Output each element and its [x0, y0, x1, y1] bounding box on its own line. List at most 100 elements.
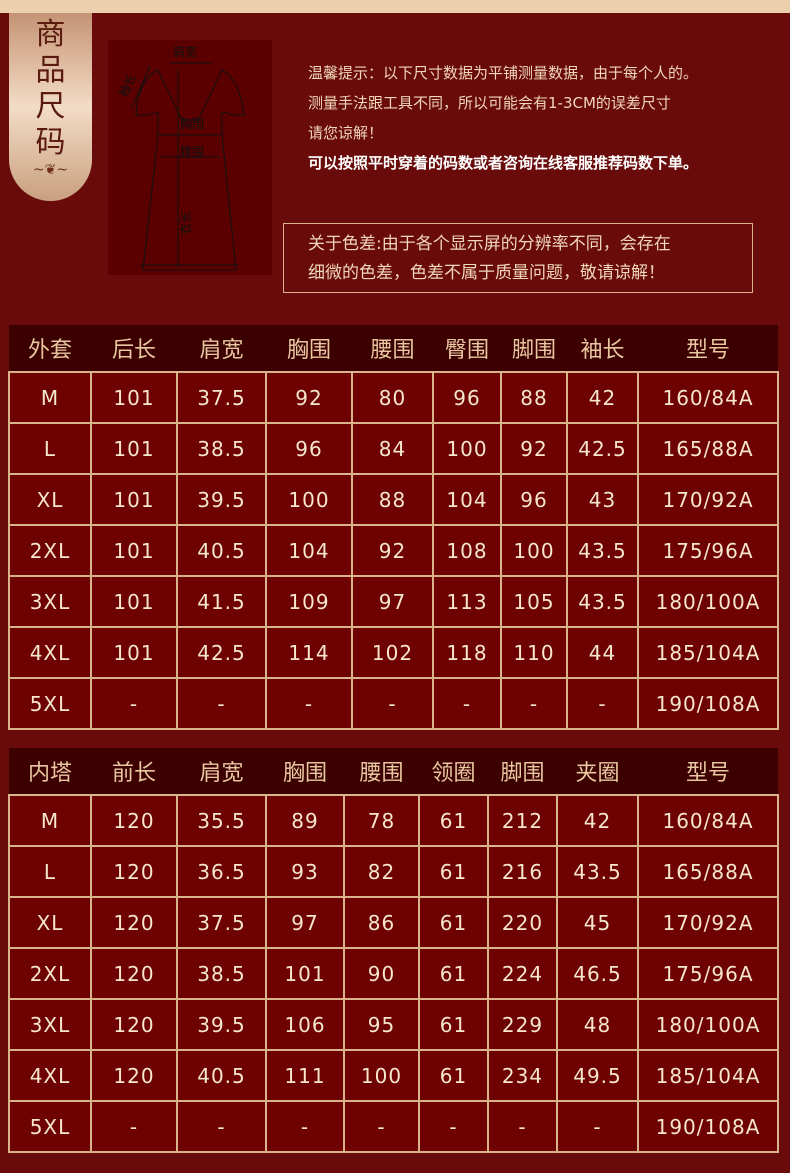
table-cell: 100 — [500, 524, 568, 577]
table-row: 5XL - - - - - - -190/108A — [8, 1100, 779, 1153]
table-cell: 165/88A — [637, 422, 779, 475]
table-cell: 160/84A — [637, 371, 779, 424]
column-header: 脚围 — [488, 748, 557, 795]
table-cell: 43.5 — [566, 575, 639, 628]
table-cell: 216 — [487, 845, 558, 898]
ornament-icon: ~❦~ — [32, 162, 69, 178]
table-cell: 4XL — [8, 626, 92, 679]
table-cell: 93 — [265, 845, 345, 898]
column-header: 后长 — [91, 325, 177, 372]
table-cell: 97 — [265, 896, 345, 949]
label-shoulder: 肩宽 — [173, 44, 197, 59]
table-cell: 101 — [90, 371, 178, 424]
table-cell: 101 — [90, 473, 178, 526]
table-cell: - — [265, 677, 353, 730]
table-cell: 92 — [265, 371, 353, 424]
table-row: 2XL 120 38.5 101 90 61 224 46.5 175/96A — [8, 947, 779, 1000]
tag-char: 尺 — [35, 89, 66, 124]
column-header: 袖长 — [567, 325, 638, 372]
table-cell: 229 — [487, 998, 558, 1051]
column-header: 夹圈 — [557, 748, 638, 795]
column-header: 外套 — [9, 325, 91, 372]
table-cell: 101 — [90, 626, 178, 679]
table-cell: 41.5 — [176, 575, 267, 628]
tips: 温馨提示：以下尺寸数据为平铺测量数据，由于每个人的。 测量手法跟工具不同，所以可… — [308, 58, 788, 178]
table-cell: 160/84A — [637, 794, 779, 847]
table-cell: 5XL — [8, 1100, 92, 1153]
table-cell: 48 — [556, 998, 639, 1051]
table-cell: 78 — [343, 794, 420, 847]
table-cell: 120 — [90, 947, 178, 1000]
table-cell: 86 — [343, 896, 420, 949]
table-cell: 39.5 — [176, 473, 267, 526]
table-cell: 165/88A — [637, 845, 779, 898]
table-cell: 120 — [90, 845, 178, 898]
tip-line: 请您谅解！ — [308, 124, 384, 142]
table-cell: 100 — [343, 1049, 420, 1102]
table-row: 4XL 101 42.5 114 102 118 110 44 185/104A — [8, 626, 779, 679]
table-cell: - — [418, 1100, 489, 1153]
table-cell: 101 — [90, 422, 178, 475]
table-cell: 120 — [90, 794, 178, 847]
table-cell: 90 — [343, 947, 420, 1000]
column-header: 胸围 — [266, 748, 344, 795]
table-cell: L — [8, 422, 92, 475]
table-cell: 3XL — [8, 575, 92, 628]
top-bar — [0, 0, 790, 13]
column-header: 肩宽 — [177, 748, 266, 795]
table-cell: 2XL — [8, 947, 92, 1000]
table-cell: - — [265, 1100, 345, 1153]
label-chest: 胸围 — [180, 116, 204, 131]
table-cell: 106 — [265, 998, 345, 1051]
column-header: 腰围 — [344, 748, 419, 795]
table-cell: 180/100A — [637, 575, 779, 628]
table-cell: 2XL — [8, 524, 92, 577]
table-cell: 111 — [265, 1049, 345, 1102]
table-cell: 61 — [418, 998, 489, 1051]
table-cell: 61 — [418, 896, 489, 949]
column-header: 肩宽 — [177, 325, 266, 372]
table-cell: 170/92A — [637, 473, 779, 526]
table-cell: - — [90, 677, 178, 730]
table-cell: 49.5 — [556, 1049, 639, 1102]
table-cell: 61 — [418, 794, 489, 847]
table-cell: 35.5 — [176, 794, 267, 847]
table-row: 5XL - - - - - - -190/108A — [8, 677, 779, 730]
column-header: 腰围 — [352, 325, 433, 372]
table-cell: - — [556, 1100, 639, 1153]
column-header: 前长 — [91, 748, 177, 795]
table-cell: M — [8, 794, 92, 847]
table-cell: 61 — [418, 845, 489, 898]
table-cell: 45 — [556, 896, 639, 949]
table-cell: 175/96A — [637, 524, 779, 577]
column-header: 脚围 — [501, 325, 567, 372]
table-cell: 170/92A — [637, 896, 779, 949]
table-cell: XL — [8, 896, 92, 949]
table-row: 3XL 120 39.5 106 95 61 229 48 180/100A — [8, 998, 779, 1051]
table-cell: 120 — [90, 998, 178, 1051]
table-cell: 104 — [432, 473, 502, 526]
table-row: 4XL 120 40.5 111 100 61 234 49.5 185/104A — [8, 1049, 779, 1102]
table-cell: 36.5 — [176, 845, 267, 898]
table-cell: 4XL — [8, 1049, 92, 1102]
table-cell: - — [566, 677, 639, 730]
table-row: L 120 36.5 93 82 61 216 43.5 165/88A — [8, 845, 779, 898]
table-cell: XL — [8, 473, 92, 526]
label-length: 衣长 — [178, 211, 193, 235]
table-cell: 120 — [90, 1049, 178, 1102]
tag-char: 码 — [35, 125, 66, 160]
table-cell: - — [487, 1100, 558, 1153]
table-cell: - — [90, 1100, 178, 1153]
table-cell: 88 — [351, 473, 434, 526]
table-cell: 185/104A — [637, 626, 779, 679]
table-row: XL 120 37.5 97 86 61 220 45 170/92A — [8, 896, 779, 949]
tip-line: 温馨提示：以下尺寸数据为平铺测量数据，由于每个人的。 — [308, 64, 699, 82]
table-row: L 101 38.5 96 84 100 92 42.5 165/88A — [8, 422, 779, 475]
dress-diagram: 肩宽 胸围 腰围 袖长 衣长 — [108, 40, 272, 275]
column-header: 型号 — [638, 325, 778, 372]
table-cell: 120 — [90, 896, 178, 949]
label-waist: 腰围 — [180, 145, 204, 159]
table-cell: 220 — [487, 896, 558, 949]
color-note: 关于色差:由于各个显示屏的分辨率不同，会存在 细微的色差，色差不属于质量问题，敬… — [283, 223, 753, 293]
table-cell: 84 — [351, 422, 434, 475]
